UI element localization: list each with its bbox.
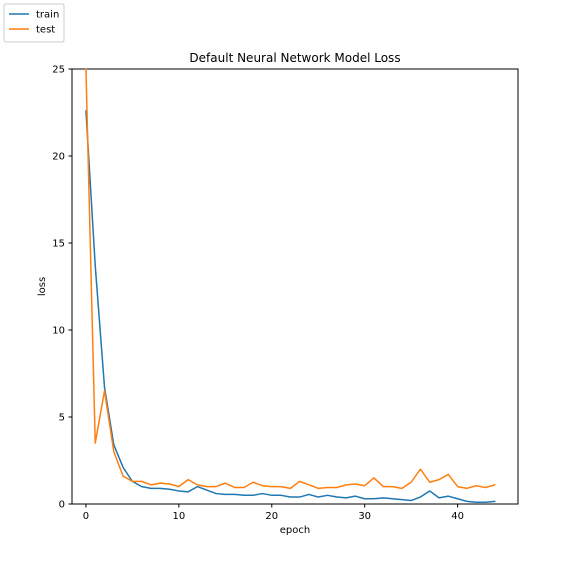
y-tick-label: 15 <box>52 239 65 250</box>
y-tick-label: 25 <box>52 65 65 76</box>
y-tick-label: 5 <box>59 413 65 424</box>
y-tick-label: 10 <box>52 326 65 337</box>
plot-frame <box>71 68 519 505</box>
chart-title: Default Neural Network Model Loss <box>189 51 400 65</box>
x-tick-label: 40 <box>451 511 464 522</box>
legend-label-test: test <box>36 25 55 36</box>
y-tick-label: 0 <box>59 500 65 511</box>
y-axis-label: loss <box>37 277 48 296</box>
series-line-test <box>85 68 496 490</box>
series-line-train <box>85 110 496 504</box>
legend-label-train: train <box>36 10 59 21</box>
x-axis-label: epoch <box>280 525 310 536</box>
x-tick-label: 10 <box>172 511 185 522</box>
legend: train test <box>3 3 65 43</box>
x-tick-label: 20 <box>265 511 278 522</box>
x-tick-label: 0 <box>83 511 89 522</box>
series-layer <box>85 68 496 504</box>
ticks-layer: 0 10 20 30 40 0 5 10 15 20 25 <box>52 65 464 523</box>
x-tick-label: 30 <box>358 511 371 522</box>
y-tick-label: 20 <box>52 152 65 163</box>
